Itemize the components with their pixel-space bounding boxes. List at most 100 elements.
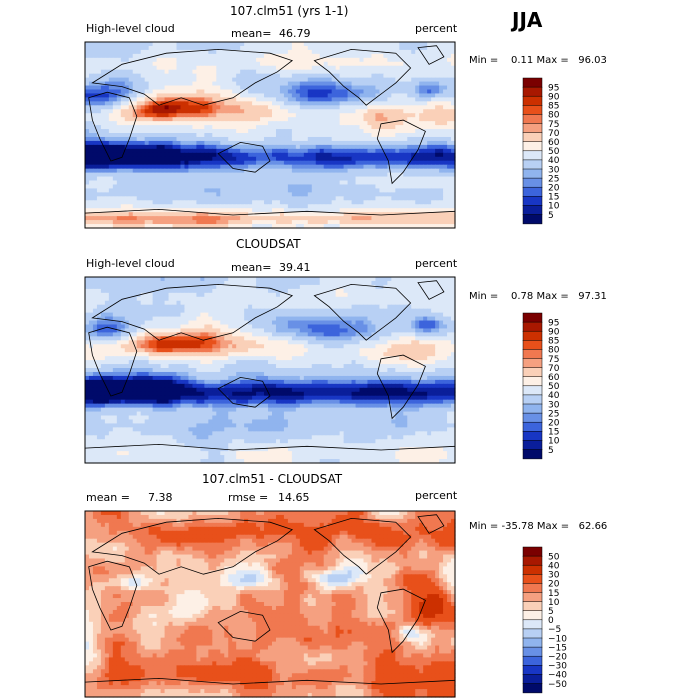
- colorbar-2-label-5: 70: [548, 364, 560, 374]
- panel-2-mean-label: mean=: [231, 261, 272, 274]
- colorbar-2-label-1: 90: [548, 328, 560, 338]
- colorbar-3-label-14: −50: [548, 680, 567, 690]
- colorbar-3-swatch-1: [522, 555, 543, 566]
- panel-1-variable: High-level cloud: [86, 22, 175, 35]
- panel-3-units: percent: [415, 489, 458, 502]
- colorbar-3-label-1: 40: [548, 562, 560, 572]
- colorbar-2-label-9: 30: [548, 400, 560, 410]
- colorbar-3-label-2: 30: [548, 571, 560, 581]
- colorbar-2-swatch-13: [522, 431, 543, 441]
- colorbar-2-swatch-8: [522, 385, 543, 396]
- colorbar-2-label-12: 15: [548, 428, 559, 438]
- colorbar-2-label-13: 10: [548, 437, 560, 447]
- colorbar-3-swatch-4: [522, 583, 543, 594]
- colorbar-1-swatch-12: [522, 186, 543, 197]
- colorbar-3-label-5: 10: [548, 598, 560, 608]
- colorbar-1-label-1: 90: [548, 93, 560, 103]
- colorbar-2-swatch-4: [522, 349, 543, 360]
- panel-1-mean-label: mean=: [231, 27, 272, 40]
- colorbar-1-label-8: 40: [548, 156, 560, 166]
- panel-3-mean-value: 7.38: [148, 491, 173, 504]
- colorbar-2-swatch-6: [522, 367, 543, 378]
- colorbar-2-swatch-0: [522, 312, 543, 323]
- colorbar-1-label-4: 75: [548, 120, 559, 130]
- colorbar-2-label-10: 25: [548, 409, 559, 419]
- colorbar-3-swatch-5: [522, 592, 543, 603]
- colorbar-2-swatch-5: [522, 358, 543, 369]
- panel-1-units: percent: [415, 22, 458, 35]
- colorbar-2-swatch-10: [522, 403, 543, 414]
- colorbar-1-swatch-7: [522, 141, 543, 152]
- colorbar-1-swatch-8: [522, 150, 543, 161]
- colorbar-3-label-12: −30: [548, 662, 567, 672]
- colorbar-2-label-0: 95: [548, 318, 559, 328]
- panel-3-mean-label: mean =: [86, 491, 130, 504]
- colorbar-2-label-14: 5: [548, 446, 554, 456]
- colorbar-1-label-2: 85: [548, 102, 559, 112]
- panel-2-minmax: Min = 0.78 Max = 97.31: [469, 291, 607, 302]
- colorbar-1-swatch-9: [522, 159, 543, 170]
- colorbar-1-swatch-13: [522, 196, 543, 206]
- colorbar-2-swatch-15: [522, 449, 543, 460]
- colorbar-3-label-13: −40: [548, 671, 567, 681]
- panel-2-variable: High-level cloud: [86, 257, 175, 270]
- colorbar-2-label-7: 50: [548, 382, 560, 392]
- colorbar-1-label-6: 60: [548, 138, 560, 148]
- continent-outlines-2: [84, 280, 456, 451]
- colorbar-2-swatch-2: [522, 330, 543, 341]
- panel-2-mean-value: 39.41: [279, 261, 311, 274]
- colorbar-3-swatch-0: [522, 546, 543, 557]
- colorbar-1-swatch-2: [522, 95, 543, 106]
- panel-1-title: 107.clm51 (yrs 1-1): [230, 4, 349, 18]
- colorbar-3-label-8: −5: [548, 625, 561, 635]
- map-panel-2: [84, 276, 456, 464]
- colorbar-2-label-11: 20: [548, 419, 560, 429]
- colorbar-1-label-7: 50: [548, 147, 560, 157]
- colorbar-1-label-9: 30: [548, 165, 560, 175]
- colorbar-2-swatch-9: [522, 394, 543, 405]
- colorbar-2-swatch-3: [522, 340, 543, 350]
- colorbar-3-swatch-7: [522, 610, 543, 621]
- colorbar-1-swatch-11: [522, 177, 543, 188]
- colorbar-1-label-5: 70: [548, 129, 560, 139]
- map-frame-3: [84, 510, 456, 698]
- colorbar-1-label-13: 10: [548, 202, 560, 212]
- colorbar-3-swatch-8: [522, 619, 543, 630]
- continent-outlines-1: [84, 45, 456, 216]
- colorbar-3-label-6: 5: [548, 607, 554, 617]
- panel-2-title: CLOUDSAT: [236, 237, 301, 251]
- colorbar-1-label-12: 15: [548, 193, 559, 203]
- colorbar-3-label-11: −20: [548, 653, 567, 663]
- colorbar-1-swatch-0: [522, 77, 543, 88]
- map-frame-2: [84, 276, 456, 464]
- colorbar-1-label-10: 25: [548, 174, 559, 184]
- panel-3-rmse-value: 14.65: [278, 491, 310, 504]
- colorbar-1-swatch-15: [522, 214, 543, 225]
- panel-3-minmax: Min = -35.78 Max = 62.66: [469, 521, 608, 532]
- colorbar-2-swatch-14: [522, 440, 543, 451]
- panel-2-units: percent: [415, 257, 458, 270]
- colorbar-2-label-8: 40: [548, 391, 560, 401]
- colorbar-3-label-10: −15: [548, 643, 567, 653]
- colorbar-2-swatch-11: [522, 412, 543, 423]
- colorbar-1-swatch-1: [522, 86, 543, 97]
- panel-3-title: 107.clm51 - CLOUDSAT: [202, 472, 343, 486]
- colorbar-2-swatch-7: [522, 376, 543, 387]
- colorbar-3-label-4: 15: [548, 589, 559, 599]
- colorbar-1-swatch-4: [522, 114, 543, 125]
- colorbar-2-label-6: 60: [548, 373, 560, 383]
- colorbar-1-label-11: 20: [548, 184, 560, 194]
- colorbar-3-swatch-15: [522, 683, 543, 694]
- colorbar-3-swatch-2: [522, 564, 543, 575]
- season-label: JJA: [512, 8, 543, 32]
- colorbar-1-swatch-3: [522, 105, 543, 115]
- map-panel-3: [84, 510, 456, 698]
- colorbar-1-swatch-10: [522, 168, 543, 179]
- colorbar-2-swatch-1: [522, 321, 543, 332]
- colorbar-2-label-3: 80: [548, 346, 560, 356]
- colorbar-3-swatch-10: [522, 637, 543, 648]
- colorbar-2-label-4: 75: [548, 355, 559, 365]
- panel-1-minmax: Min = 0.11 Max = 96.03: [469, 55, 607, 66]
